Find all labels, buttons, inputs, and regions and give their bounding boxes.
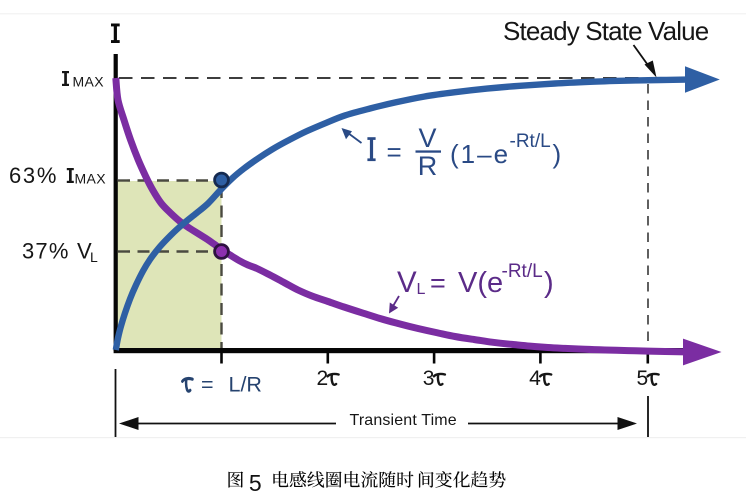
- svg-text:=: =: [430, 268, 446, 298]
- svg-text:V: V: [418, 123, 436, 153]
- svg-text:5: 5: [249, 470, 262, 496]
- svg-text:V: V: [397, 266, 417, 299]
- svg-text:37% V: 37% V: [22, 239, 93, 264]
- svg-text:-Rt/L: -Rt/L: [510, 131, 551, 152]
- svg-text:=: =: [387, 137, 402, 167]
- svg-text:-Rt/L: -Rt/L: [502, 261, 543, 282]
- svg-text:5: 5: [637, 367, 649, 390]
- svg-text:3: 3: [423, 367, 435, 390]
- svg-text:L/R: L/R: [229, 373, 262, 397]
- svg-text:Steady State Value: Steady State Value: [503, 16, 709, 46]
- svg-text:=: =: [201, 373, 214, 397]
- svg-text:): ): [553, 139, 562, 169]
- svg-text:L: L: [417, 281, 426, 298]
- svg-text:): ): [544, 267, 554, 299]
- svg-text:63%: 63%: [9, 163, 58, 188]
- svg-text:L: L: [90, 249, 98, 265]
- svg-text:(1–e: (1–e: [450, 139, 510, 169]
- svg-text:V(e: V(e: [458, 267, 503, 299]
- svg-text:MAX: MAX: [75, 171, 107, 187]
- svg-text:Transient Time: Transient Time: [350, 412, 457, 429]
- svg-text:2: 2: [317, 367, 329, 390]
- svg-text:R: R: [418, 151, 438, 181]
- svg-text:MAX: MAX: [73, 74, 105, 90]
- svg-text:4: 4: [529, 367, 541, 390]
